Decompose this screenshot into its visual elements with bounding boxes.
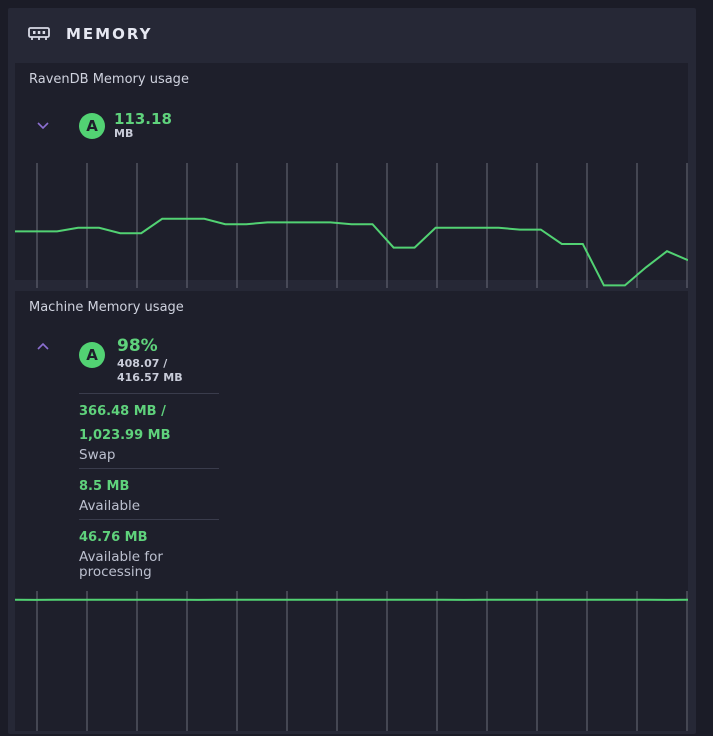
available-processing-label-line2: processing <box>79 564 152 580</box>
panel-title: MEMORY <box>66 25 153 43</box>
detail-swap: 366.48 MB / 1,023.99 MB Swap <box>79 393 219 468</box>
chart-series-line <box>15 217 688 287</box>
detail-available-processing: 46.76 MB Available for processing <box>79 519 219 585</box>
status-badge: A <box>79 113 105 139</box>
memory-icon <box>28 27 50 40</box>
chevron-up-icon[interactable] <box>36 341 50 351</box>
machine-memory-details: 366.48 MB / 1,023.99 MB Swap 8.5 MB Avai… <box>79 393 219 585</box>
ravendb-memory-chart <box>15 163 688 288</box>
machine-memory-percent: 98% <box>117 336 158 356</box>
status-badge: A <box>79 342 105 368</box>
machine-memory-used-line1: 408.07 / <box>117 357 168 370</box>
swap-label: Swap <box>79 447 116 463</box>
machine-memory-chart <box>15 591 688 731</box>
memory-panel: MEMORY RavenDB Memory usage A 113.18 MB … <box>8 8 696 734</box>
available-value: 8.5 MB <box>79 479 130 494</box>
ravendb-memory-value: 113.18 <box>114 110 172 128</box>
swap-value-line2: 1,023.99 MB <box>79 428 171 443</box>
ravendb-memory-unit: MB <box>114 127 134 140</box>
machine-memory-section: Machine Memory usage A 98% 408.07 / 416.… <box>15 291 688 731</box>
detail-available: 8.5 MB Available <box>79 468 219 519</box>
available-processing-label-line1: Available for <box>79 549 163 565</box>
swap-value-line1: 366.48 MB / <box>79 404 166 419</box>
machine-memory-title: Machine Memory usage <box>29 300 184 315</box>
ravendb-memory-title: RavenDB Memory usage <box>29 72 189 87</box>
panel-header: MEMORY <box>8 8 696 60</box>
available-processing-value: 46.76 MB <box>79 530 148 545</box>
available-label: Available <box>79 498 141 514</box>
ravendb-memory-section: RavenDB Memory usage A 113.18 MB <box>15 63 688 288</box>
machine-memory-used-line2: 416.57 MB <box>117 371 183 384</box>
chevron-down-icon[interactable] <box>36 121 50 131</box>
